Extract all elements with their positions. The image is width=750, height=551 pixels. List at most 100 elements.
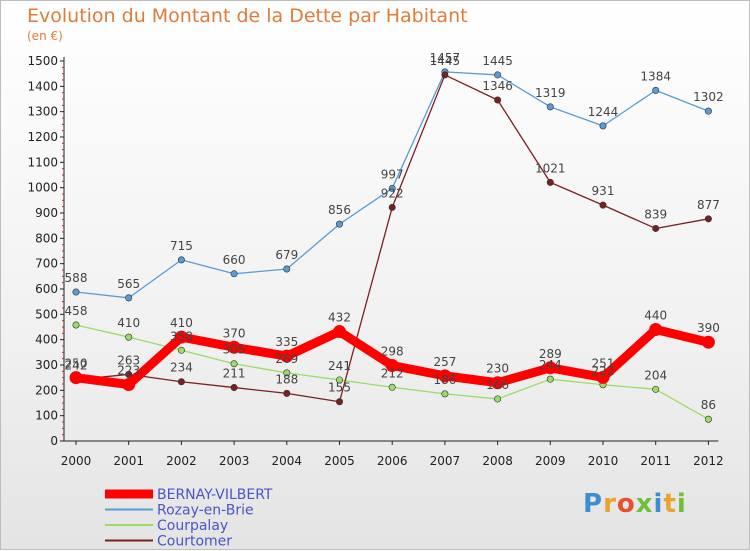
data-label: 250 (65, 357, 88, 371)
data-label: 305 (223, 343, 246, 357)
data-label: 1346 (482, 79, 513, 93)
data-point (652, 385, 660, 393)
data-label: 86 (701, 398, 716, 412)
data-label: 410 (170, 316, 193, 330)
legend-label: Courpalay (157, 518, 228, 534)
data-label: 565 (117, 277, 140, 291)
data-label: 432 (328, 311, 351, 325)
y-tick-label: 600 (35, 282, 58, 296)
y-tick-label: 500 (35, 307, 58, 321)
data-label: 186 (433, 373, 456, 387)
data-label: 358 (170, 329, 193, 343)
data-label: 230 (486, 362, 509, 376)
data-point (441, 390, 449, 398)
data-label: 242 (65, 359, 88, 373)
chart-title: Evolution du Montant de la Dette par Hab… (27, 5, 468, 27)
data-point (72, 288, 80, 296)
data-point (335, 376, 343, 384)
legend-label: Rozay-en-Brie (157, 503, 254, 519)
data-label: 251 (592, 356, 615, 370)
data-label: 1021 (535, 161, 566, 175)
y-tick-label: 900 (35, 206, 58, 220)
data-label: 856 (328, 203, 351, 217)
data-label: 223 (117, 364, 140, 378)
data-point (701, 335, 715, 349)
data-label: 1244 (588, 105, 619, 119)
data-point (441, 71, 449, 79)
data-point (649, 323, 663, 337)
data-label: 263 (117, 353, 140, 367)
x-tick-label: 2002 (166, 454, 197, 468)
data-label: 1384 (640, 69, 671, 83)
legend-label: BERNAY-VILBERT (157, 487, 273, 503)
data-label: 931 (592, 184, 615, 198)
data-point (335, 398, 343, 406)
data-label: 289 (539, 347, 562, 361)
data-point (72, 321, 80, 329)
data-label: 155 (328, 381, 351, 395)
x-tick-label: 2011 (640, 454, 671, 468)
data-point (283, 389, 291, 397)
data-point (546, 178, 554, 186)
y-tick-label: 200 (35, 383, 58, 397)
data-label: 335 (275, 335, 298, 349)
y-tick-label: 1500 (27, 54, 58, 68)
data-label: 234 (170, 361, 193, 375)
x-tick-label: 2012 (693, 454, 724, 468)
data-label: 839 (644, 207, 667, 221)
data-label: 1457 (430, 51, 461, 65)
x-tick-label: 2001 (113, 454, 144, 468)
data-point (385, 359, 399, 373)
data-label: 370 (223, 326, 246, 340)
data-point (177, 378, 185, 386)
data-label: 410 (117, 316, 140, 330)
y-tick-label: 800 (35, 231, 58, 245)
x-tick-label: 2010 (588, 454, 619, 468)
data-label: 922 (381, 186, 404, 200)
y-tick-label: 400 (35, 333, 58, 347)
data-point (494, 96, 502, 104)
data-label: 269 (275, 352, 298, 366)
data-label: 1445 (430, 54, 461, 68)
data-label: 1445 (482, 54, 513, 68)
data-label: 222 (592, 364, 615, 378)
y-tick-label: 1100 (27, 155, 58, 169)
data-point (227, 340, 241, 354)
data-point (122, 378, 136, 392)
data-label: 679 (275, 248, 298, 262)
data-point (333, 325, 346, 339)
x-tick-label: 2006 (377, 454, 408, 468)
data-point (125, 294, 133, 302)
data-point (599, 122, 607, 130)
data-label: 588 (65, 271, 88, 285)
data-point (230, 360, 238, 368)
y-tick-label: 1400 (27, 79, 58, 93)
data-label: 440 (644, 309, 667, 323)
data-point (174, 330, 188, 344)
chart-subtitle: (en €) (27, 29, 63, 43)
x-tick-label: 2003 (219, 454, 250, 468)
y-tick-label: 1200 (27, 130, 58, 144)
data-label: 241 (328, 359, 351, 373)
data-point (543, 361, 557, 375)
x-tick-label: 2004 (272, 454, 303, 468)
data-label: 660 (223, 253, 246, 267)
data-label: 204 (644, 368, 667, 382)
data-label: 715 (170, 239, 193, 253)
data-label: 211 (223, 367, 246, 381)
x-tick-label: 2008 (482, 454, 513, 468)
data-point (652, 86, 660, 94)
data-point (177, 346, 185, 354)
y-tick-label: 100 (35, 409, 58, 423)
data-point (283, 265, 291, 273)
data-label: 244 (539, 358, 562, 372)
data-point (230, 384, 238, 392)
data-point (546, 103, 554, 111)
data-point (388, 383, 396, 391)
data-point (125, 333, 133, 341)
data-label: 257 (433, 355, 456, 369)
data-point (388, 184, 396, 192)
data-label: 1319 (535, 86, 566, 100)
data-point (546, 375, 554, 383)
